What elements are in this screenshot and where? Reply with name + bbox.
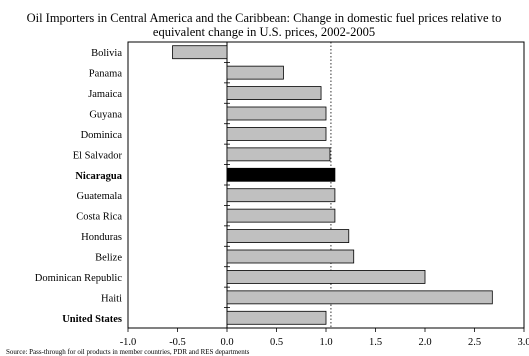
x-tick-label: -1.0 (120, 337, 137, 348)
x-tick-label: 2.5 (468, 337, 481, 348)
category-label-guyana: Guyana (89, 110, 122, 121)
x-tick-label: 1.0 (319, 337, 332, 348)
plot-area: Bolivia Panama Jamaica Guyana Dominica El Sal… (35, 41, 529, 348)
bar-dominican-republic (226, 270, 426, 284)
category-label-bolivia: Bolivia (91, 48, 122, 59)
bar-nicaragua (226, 167, 336, 182)
bar-bolivia (172, 45, 228, 60)
chart-source-note: Source: Pass-through for oil products in… (6, 348, 250, 356)
x-tick-label: 3.0 (517, 337, 529, 348)
category-label-jamaica: Jamaica (88, 89, 122, 100)
bar-belize (226, 249, 355, 264)
x-tick-label: 2.0 (418, 337, 431, 348)
category-label-dominica: Dominica (81, 130, 123, 141)
category-label-costa-rica: Costa Rica (76, 212, 122, 223)
bar-costa-rica (226, 208, 336, 223)
category-label-nicaragua: Nicaragua (75, 171, 122, 182)
bar-guyana (226, 106, 327, 121)
category-label-haiti: Haiti (101, 293, 122, 304)
bar-el-salvador (226, 147, 331, 162)
x-tick-label: 1.5 (369, 337, 382, 348)
bar-jamaica (226, 86, 322, 100)
category-label-panama: Panama (89, 69, 123, 80)
x-tick-label: -0.5 (169, 337, 186, 348)
x-tick-label: 0.5 (270, 337, 283, 348)
plot-frame (127, 41, 525, 329)
bar-united-states (226, 310, 327, 325)
category-label-united-states: United States (62, 314, 122, 325)
bar-panama (226, 65, 284, 80)
chart-title-line-1: Oil Importers in Central America and the… (27, 11, 502, 25)
category-label-honduras: Honduras (81, 232, 122, 243)
chart-title-line-2: equivalent change in U.S. prices, 2002-2… (153, 25, 375, 39)
bar-honduras (226, 229, 350, 243)
x-tick-label: 0.0 (220, 337, 233, 348)
bar-haiti (226, 290, 493, 305)
category-label-el-salvador: El Salvador (73, 150, 123, 161)
category-label-belize: Belize (95, 253, 122, 264)
bar-guatemala (226, 188, 336, 203)
bar-dominica (226, 127, 327, 141)
category-label-guatemala: Guatemala (77, 191, 123, 202)
category-label-dominican-republic: Dominican Republic (35, 273, 123, 284)
